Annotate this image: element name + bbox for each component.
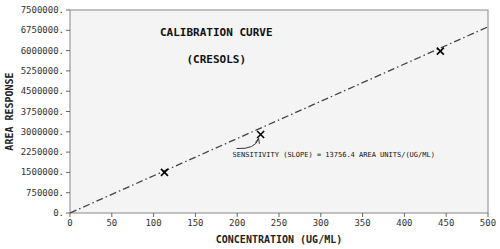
data-point — [437, 48, 444, 55]
x-tick-label: 100 — [145, 218, 161, 228]
y-tick-label: 0. — [53, 208, 64, 218]
plot-data — [70, 27, 488, 213]
annotation: SENSITIVITY (SLOPE) = 13756.4 AREA UNITS… — [233, 151, 435, 159]
x-tick-label: 150 — [187, 218, 203, 228]
x-tick — [111, 213, 112, 217]
x-tick — [279, 213, 280, 217]
x-tick — [446, 213, 447, 217]
x-tick-label: 500 — [480, 218, 496, 228]
x-tick — [320, 213, 321, 217]
marker-stroke — [437, 48, 444, 55]
x-tick — [237, 213, 238, 217]
x-tick — [362, 213, 363, 217]
data-point — [161, 169, 168, 176]
marker-stroke — [257, 131, 264, 138]
y-tick — [66, 213, 70, 214]
annotation-arrow — [237, 139, 259, 149]
x-axis-label: CONCENTRATION (UG/ML) — [216, 234, 342, 245]
y-tick — [66, 70, 70, 71]
x-tick — [488, 213, 489, 217]
y-tick-label: 750000. — [26, 188, 64, 198]
calibration-line — [70, 27, 488, 213]
data-point — [257, 131, 264, 138]
y-tick-label: 3750000. — [21, 107, 64, 117]
x-tick-label: 50 — [106, 218, 117, 228]
y-tick — [66, 10, 70, 11]
x-tick-label: 0 — [67, 218, 72, 228]
subtitle: (CRESOLS) — [186, 53, 246, 66]
y-tick — [66, 111, 70, 112]
y-tick — [66, 91, 70, 92]
x-tick-label: 350 — [354, 218, 370, 228]
y-tick-label: 6750000. — [21, 25, 64, 35]
x-tick-label: 450 — [438, 218, 454, 228]
x-tick-label: 400 — [396, 218, 412, 228]
x-tick — [70, 213, 71, 217]
x-tick — [153, 213, 154, 217]
y-tick-label: 3000000. — [21, 127, 64, 137]
y-tick-label: 4500000. — [21, 86, 64, 96]
y-tick — [66, 50, 70, 51]
y-tick-label: 2250000. — [21, 147, 64, 157]
y-tick — [66, 152, 70, 153]
x-tick-label: 300 — [313, 218, 329, 228]
y-tick — [66, 131, 70, 132]
y-tick-label: 1500000. — [21, 167, 64, 177]
x-tick — [404, 213, 405, 217]
plot-background — [70, 10, 488, 213]
marker-stroke — [257, 131, 264, 138]
x-tick-label: 200 — [229, 218, 245, 228]
y-tick — [66, 172, 70, 173]
x-tick-label: 250 — [271, 218, 287, 228]
chart: 0. 750000. 1500000. 2250000. 3000000. 3750000… — [0, 0, 500, 249]
marker-stroke — [437, 48, 444, 55]
y-tick-label: 7500000. — [21, 5, 64, 15]
y-tick — [66, 30, 70, 31]
y-tick-label: 6000000. — [21, 46, 64, 56]
y-tick-label: 5250000. — [21, 66, 64, 76]
y-axis-label: AREA RESPONSE — [4, 72, 15, 150]
title: CALIBRATION CURVE — [160, 26, 273, 39]
x-tick — [195, 213, 196, 217]
marker-stroke — [161, 169, 168, 176]
y-tick — [66, 192, 70, 193]
marker-stroke — [161, 169, 168, 176]
plot-frame — [70, 10, 488, 213]
